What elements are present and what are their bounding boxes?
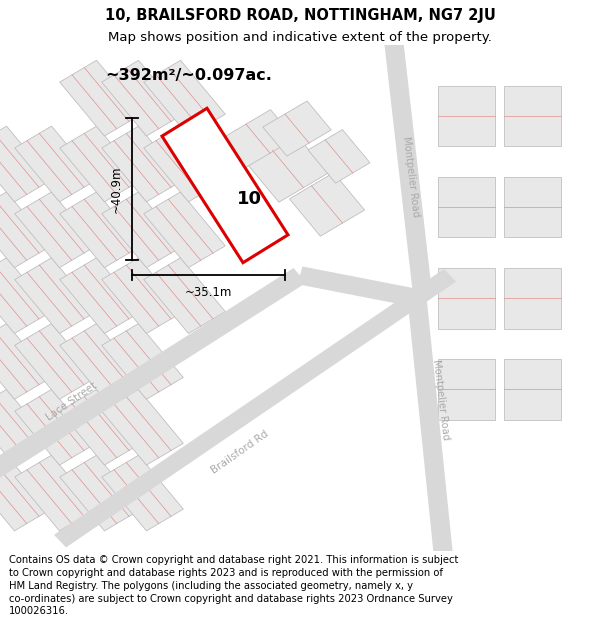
Polygon shape (0, 389, 52, 465)
Text: 10, BRAILSFORD ROAD, NOTTINGHAM, NG7 2JU: 10, BRAILSFORD ROAD, NOTTINGHAM, NG7 2JU (104, 8, 496, 23)
Polygon shape (263, 101, 331, 156)
Polygon shape (0, 126, 52, 202)
Text: Montpelier Road: Montpelier Road (401, 136, 421, 218)
Polygon shape (59, 258, 142, 334)
Polygon shape (383, 34, 433, 299)
Polygon shape (101, 258, 184, 334)
Polygon shape (59, 455, 142, 531)
Polygon shape (0, 455, 52, 531)
Polygon shape (143, 192, 226, 268)
Polygon shape (298, 266, 419, 307)
Polygon shape (143, 258, 226, 334)
Polygon shape (438, 268, 495, 329)
Polygon shape (0, 45, 600, 551)
Polygon shape (14, 258, 97, 334)
Text: ~40.9m: ~40.9m (110, 166, 123, 213)
Text: ~392m²/~0.097ac.: ~392m²/~0.097ac. (105, 68, 272, 82)
Polygon shape (59, 324, 142, 399)
Polygon shape (0, 192, 52, 268)
Polygon shape (407, 298, 454, 562)
Polygon shape (0, 324, 52, 399)
Polygon shape (0, 268, 307, 492)
Polygon shape (14, 389, 97, 465)
Polygon shape (59, 126, 142, 202)
Text: ~35.1m: ~35.1m (185, 286, 232, 299)
Polygon shape (101, 126, 184, 202)
Polygon shape (438, 359, 495, 419)
Polygon shape (289, 173, 365, 236)
Polygon shape (59, 192, 142, 268)
Polygon shape (59, 60, 142, 136)
Text: Montpelier Road: Montpelier Road (431, 359, 451, 440)
Polygon shape (248, 136, 328, 202)
Text: 10: 10 (236, 191, 262, 208)
Polygon shape (308, 129, 370, 183)
Polygon shape (143, 126, 226, 202)
Polygon shape (101, 389, 184, 465)
Text: Map shows position and indicative extent of the property.: Map shows position and indicative extent… (108, 31, 492, 44)
Polygon shape (504, 86, 561, 146)
Polygon shape (504, 268, 561, 329)
Polygon shape (14, 324, 97, 399)
Polygon shape (0, 258, 52, 334)
Polygon shape (438, 177, 495, 238)
Text: Lace Street: Lace Street (45, 381, 99, 423)
Polygon shape (14, 126, 97, 202)
Text: Brailsford Rd: Brailsford Rd (209, 429, 271, 476)
Polygon shape (101, 60, 184, 136)
Polygon shape (221, 109, 295, 168)
Polygon shape (59, 389, 142, 465)
Polygon shape (14, 192, 97, 268)
Polygon shape (143, 60, 226, 136)
Polygon shape (54, 269, 456, 548)
Polygon shape (438, 86, 495, 146)
Polygon shape (101, 455, 184, 531)
Polygon shape (14, 455, 97, 531)
Polygon shape (101, 192, 184, 268)
Text: Contains OS data © Crown copyright and database right 2021. This information is : Contains OS data © Crown copyright and d… (9, 555, 458, 616)
Polygon shape (504, 359, 561, 419)
Polygon shape (162, 108, 288, 262)
Polygon shape (101, 324, 184, 399)
Polygon shape (504, 177, 561, 238)
